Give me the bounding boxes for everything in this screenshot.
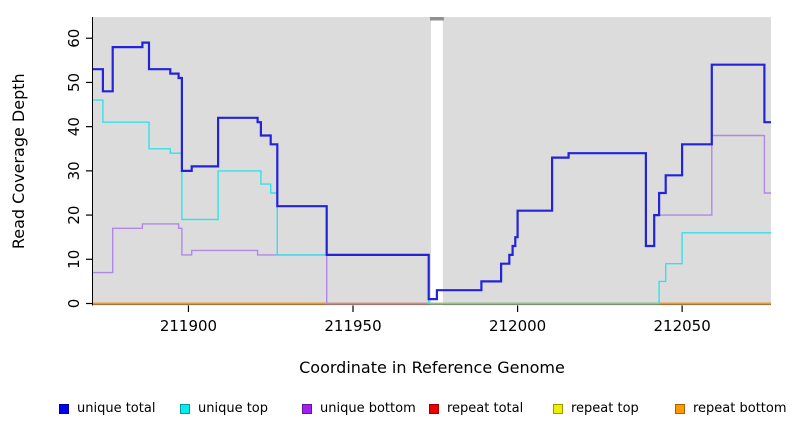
repeat-total-swatch-icon [429,404,439,414]
y-tick-label: 50 [65,73,83,92]
series-unique-top-line [93,99,771,305]
legend-item-unique-bottom: unique bottom [302,400,416,418]
legend-label: unique bottom [320,401,416,416]
y-tick-label: 0 [65,299,83,309]
legend-item-unique-top: unique top [180,400,268,418]
x-tick-label: 211900 [160,317,217,335]
legend-item-repeat-bottom: repeat bottom [675,400,787,418]
y-tick-label: 20 [65,206,83,225]
legend-item-unique-total: unique total [59,400,155,418]
legend-item-repeat-top: repeat top [553,400,639,418]
legend-label: repeat bottom [693,401,787,416]
unique-top-swatch-icon [180,404,190,414]
repeat-bottom-swatch-icon [675,404,685,414]
legend-label: unique total [77,401,156,416]
masked-gap-cap [430,17,444,21]
masked-gap-band [431,17,443,306]
x-tick-label: 212050 [654,317,711,335]
legend-item-repeat-total: repeat total [429,400,523,418]
x-tick-label: 211950 [324,317,381,335]
y-tick-label: 60 [65,29,83,48]
y-tick-label: 10 [65,250,83,269]
x-axis-title: Coordinate in Reference Genome [299,358,565,377]
legend-label: repeat total [447,401,524,416]
unique-bottom-swatch-icon [302,404,312,414]
legend: unique total unique top unique bottom re… [0,400,792,420]
series-unique-total-line [93,41,771,301]
y-tick-label: 30 [65,161,83,180]
repeat-top-swatch-icon [553,404,563,414]
unique-total-swatch-icon [59,404,69,414]
legend-label: repeat top [571,401,639,416]
y-axis-title: Read Coverage Depth [9,73,28,249]
legend-label: unique top [198,401,269,416]
y-tick-label: 40 [65,117,83,136]
x-tick-label: 212000 [489,317,546,335]
